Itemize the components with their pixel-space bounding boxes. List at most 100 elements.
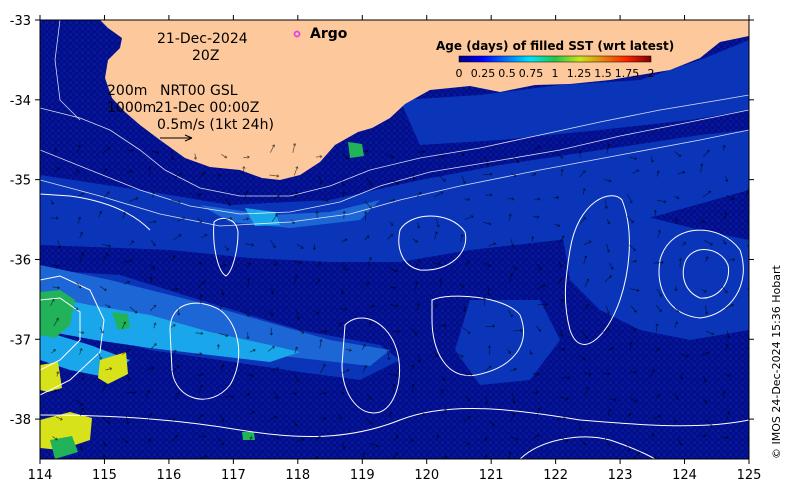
current-vector bbox=[487, 285, 491, 296]
current-vector bbox=[579, 216, 587, 224]
current-vector bbox=[390, 179, 399, 185]
current-vector bbox=[388, 373, 398, 378]
current-vector bbox=[532, 372, 540, 376]
current-vector bbox=[464, 215, 474, 220]
current-vector bbox=[216, 344, 220, 350]
current-vector bbox=[293, 260, 302, 265]
current-vector bbox=[678, 258, 683, 268]
current-vector bbox=[197, 217, 202, 224]
current-vector bbox=[364, 417, 373, 425]
current-vector bbox=[102, 440, 107, 447]
current-vector bbox=[104, 168, 108, 174]
time-label: 20Z bbox=[192, 48, 219, 64]
current-vector bbox=[583, 240, 592, 246]
colorbar-tick-label: 0.75 bbox=[519, 67, 544, 80]
current-vector bbox=[458, 461, 465, 464]
x-tick-label: 122 bbox=[543, 468, 568, 483]
current-vector bbox=[674, 306, 680, 313]
current-vector bbox=[217, 173, 221, 180]
current-vector bbox=[536, 407, 541, 417]
current-vector bbox=[242, 217, 250, 221]
eddy-contour-116 bbox=[169, 302, 240, 400]
current-vector bbox=[147, 438, 152, 444]
current-vector bbox=[650, 156, 654, 163]
current-vector bbox=[434, 191, 444, 198]
current-vector bbox=[54, 460, 57, 466]
current-vector bbox=[173, 172, 183, 179]
current-vector bbox=[482, 172, 493, 176]
current-vector bbox=[53, 317, 59, 327]
colorbar-tick-label: 0.5 bbox=[498, 67, 516, 80]
current-vector bbox=[199, 172, 206, 178]
current-vector bbox=[534, 197, 541, 201]
current-vector bbox=[247, 373, 254, 378]
current-vector bbox=[754, 260, 756, 266]
current-vector bbox=[79, 231, 83, 239]
current-vector bbox=[121, 438, 128, 444]
current-vector bbox=[512, 393, 516, 404]
current-vector bbox=[271, 287, 275, 295]
current-vector bbox=[56, 371, 60, 377]
y-tick-label: -33 bbox=[10, 14, 31, 29]
current-vector bbox=[386, 234, 394, 240]
current-vector bbox=[249, 410, 255, 415]
current-vector bbox=[121, 349, 130, 355]
current-vector bbox=[629, 341, 633, 351]
current-vector bbox=[267, 346, 275, 352]
current-vector bbox=[483, 222, 492, 226]
current-vector bbox=[750, 157, 753, 162]
current-vector bbox=[725, 176, 729, 182]
current-vector bbox=[294, 191, 298, 199]
current-vector bbox=[81, 372, 85, 380]
current-vector bbox=[555, 152, 564, 159]
x-tick-label: 125 bbox=[737, 468, 762, 483]
current-vector bbox=[464, 441, 471, 446]
current-vector bbox=[414, 281, 419, 290]
current-vector bbox=[439, 278, 443, 287]
current-vector bbox=[724, 373, 731, 378]
current-vector bbox=[315, 210, 319, 219]
colorbar-tick-label: 0.25 bbox=[471, 67, 496, 80]
isobath-1000-label: 1000m bbox=[107, 100, 156, 116]
current-vector bbox=[657, 229, 662, 239]
current-vector bbox=[74, 169, 80, 176]
current-vector bbox=[560, 168, 564, 177]
current-vector bbox=[222, 216, 233, 221]
current-vector bbox=[273, 392, 279, 399]
current-vector bbox=[368, 256, 372, 266]
eddy-contour-west bbox=[40, 275, 105, 396]
current-vector bbox=[561, 376, 571, 380]
current-vector bbox=[171, 365, 180, 373]
sea-band-shelf bbox=[400, 40, 749, 145]
current-vector bbox=[320, 363, 326, 374]
current-vector bbox=[508, 213, 512, 222]
current-vector bbox=[318, 175, 323, 185]
current-vector bbox=[584, 372, 592, 376]
current-vector bbox=[536, 325, 542, 332]
current-vector bbox=[560, 330, 564, 337]
current-vector bbox=[197, 280, 206, 289]
current-vector bbox=[177, 307, 181, 316]
current-vector bbox=[510, 239, 515, 247]
current-vector bbox=[171, 434, 179, 443]
current-vector bbox=[201, 234, 208, 239]
current-vector bbox=[434, 231, 438, 240]
colorbar-tick-label: 1.25 bbox=[567, 67, 592, 80]
current-vector bbox=[553, 223, 561, 227]
current-vector bbox=[199, 294, 203, 305]
current-vector bbox=[77, 216, 81, 224]
current-vector bbox=[391, 452, 398, 459]
current-vector bbox=[483, 155, 489, 166]
current-vector bbox=[702, 190, 712, 198]
current-vector bbox=[248, 462, 255, 465]
current-vector bbox=[75, 282, 82, 289]
current-vector bbox=[559, 396, 569, 401]
current-vector bbox=[558, 261, 563, 268]
current-vector bbox=[510, 436, 519, 441]
current-vector bbox=[200, 454, 208, 459]
current-vector bbox=[704, 305, 709, 315]
current-vector bbox=[292, 143, 297, 153]
current-vector bbox=[438, 174, 446, 182]
current-vector bbox=[225, 198, 231, 207]
current-vector bbox=[53, 263, 59, 268]
